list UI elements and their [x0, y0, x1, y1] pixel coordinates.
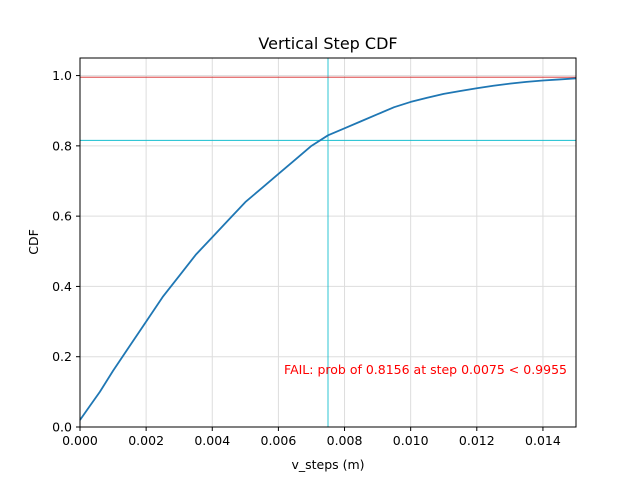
- x-tick-label: 0.010: [393, 433, 429, 448]
- y-tick-label: 0.0: [52, 420, 72, 435]
- y-tick-label: 0.8: [52, 138, 72, 153]
- x-axis-label: v_steps (m): [291, 457, 364, 472]
- x-tick-label: 0.002: [128, 433, 164, 448]
- y-tick-label: 0.4: [52, 279, 72, 294]
- x-tick-label: 0.006: [261, 433, 297, 448]
- x-tick-label: 0.012: [459, 433, 495, 448]
- annotation-text: FAIL: prob of 0.8156 at step 0.0075 < 0.…: [284, 362, 567, 377]
- reference-lines: [80, 58, 576, 427]
- x-tick-label: 0.004: [194, 433, 230, 448]
- y-axis-label: CDF: [26, 229, 41, 255]
- x-tick-label: 0.000: [62, 433, 98, 448]
- cdf-line: [79, 77, 577, 421]
- y-tick-label: 0.6: [52, 209, 72, 224]
- y-tick-label: 1.0: [52, 68, 72, 83]
- y-tick-label: 0.2: [52, 349, 72, 364]
- series-layer: [79, 77, 577, 421]
- y-axis-ticks: 0.0 0.2 0.4 0.6 0.8 1.0: [52, 68, 80, 435]
- x-tick-label: 0.014: [525, 433, 561, 448]
- chart-title: Vertical Step CDF: [258, 34, 397, 53]
- x-axis-ticks: 0.000 0.002 0.004 0.006 0.008 0.010 0.012 0.014: [62, 427, 561, 448]
- x-tick-label: 0.008: [327, 433, 363, 448]
- plot-frame: [79, 57, 577, 428]
